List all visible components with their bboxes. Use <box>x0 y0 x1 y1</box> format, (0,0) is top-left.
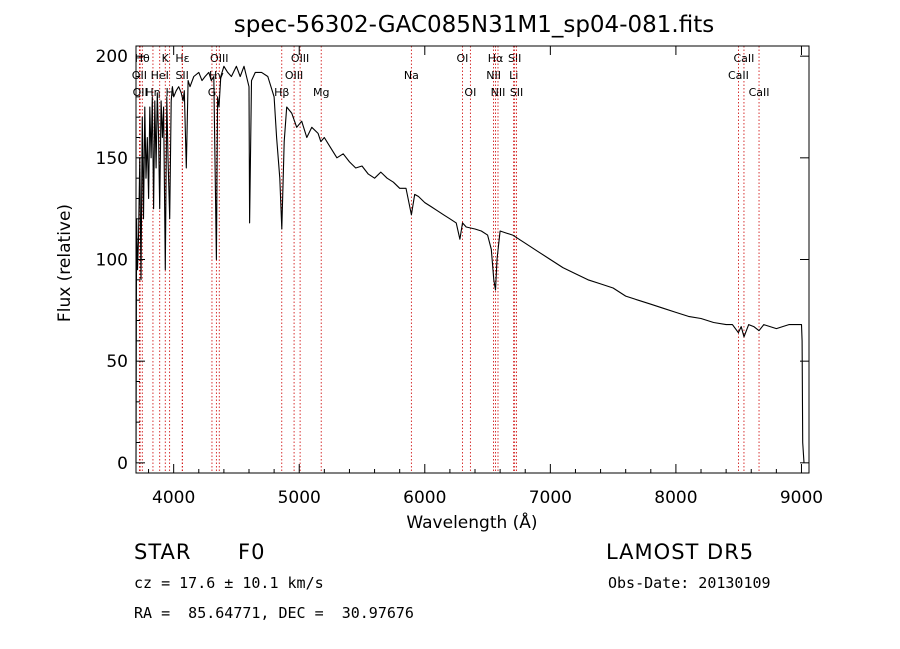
line-marker-label: Na <box>404 69 419 82</box>
x-tick-label: 7000 <box>529 488 572 508</box>
line-marker-label: OIII <box>285 69 303 82</box>
line-marker-label: OIII <box>291 52 309 65</box>
spectrum-line-0 <box>135 65 805 463</box>
x-tick-label: 5000 <box>278 488 321 508</box>
y-tick-label: 200 <box>96 47 128 67</box>
line-marker-label: OI <box>464 86 476 99</box>
line-marker-label: OIII <box>210 52 228 65</box>
obs-date: Obs-Date: 20130109 <box>608 574 771 592</box>
x-tick-label: 9000 <box>780 488 823 508</box>
plot-frame <box>135 45 810 474</box>
line-marker-label: K <box>162 52 170 65</box>
line-marker-label: SII <box>510 86 523 99</box>
line-marker-label: CaII <box>749 86 770 99</box>
redshift-text: cz = 17.6 ± 10.1 km/s <box>134 574 324 592</box>
line-marker-label: CaII <box>733 52 754 65</box>
line-marker-label: NII <box>491 86 506 99</box>
line-marker-label: OII <box>133 86 148 99</box>
line-marker-label: H <box>166 86 174 99</box>
line-marker-label: SII <box>508 52 521 65</box>
y-tick-label: 100 <box>96 251 128 271</box>
line-marker-label: SII <box>175 69 188 82</box>
line-marker-label: Hα <box>488 52 504 65</box>
axis-ticks: 4000 5000 6000 7000 8000 9000 0 50 100 150 200 <box>96 46 823 508</box>
x-axis-label: Wavelength (Å) <box>406 511 537 533</box>
spectrum-series <box>135 65 805 463</box>
line-marker-label: OI <box>457 52 469 65</box>
x-tick-label: 4000 <box>152 488 195 508</box>
line-marker-label: Hβ <box>274 86 289 99</box>
line-marker-label: Hε <box>175 52 189 65</box>
line-marker-label: G <box>208 86 217 99</box>
y-tick-label: 0 <box>117 454 128 474</box>
y-axis-label: Flux (relative) <box>55 204 75 322</box>
line-marker-label: Mg <box>313 86 329 99</box>
line-marker-label: Li <box>509 69 518 82</box>
object-subclass: F0 <box>238 540 266 564</box>
y-tick-label: 150 <box>96 149 128 169</box>
line-marker-label: OII <box>132 69 147 82</box>
line-marker-label: CaII <box>728 69 749 82</box>
chart-title: spec-56302-GAC085N31M1_sp04-081.fits <box>234 12 714 38</box>
line-marker-label: Hθ <box>135 52 150 65</box>
x-tick-label: 6000 <box>403 488 446 508</box>
y-tick-label: 50 <box>106 352 128 372</box>
survey-name: LAMOST DR5 <box>606 540 755 564</box>
line-marker-label: HeI <box>151 69 169 82</box>
object-class: STAR <box>134 540 192 564</box>
line-marker-label: NII <box>486 69 501 82</box>
x-tick-label: 8000 <box>654 488 697 508</box>
coordinates: RA = 85.64771, DEC = 30.97676 <box>134 604 414 622</box>
